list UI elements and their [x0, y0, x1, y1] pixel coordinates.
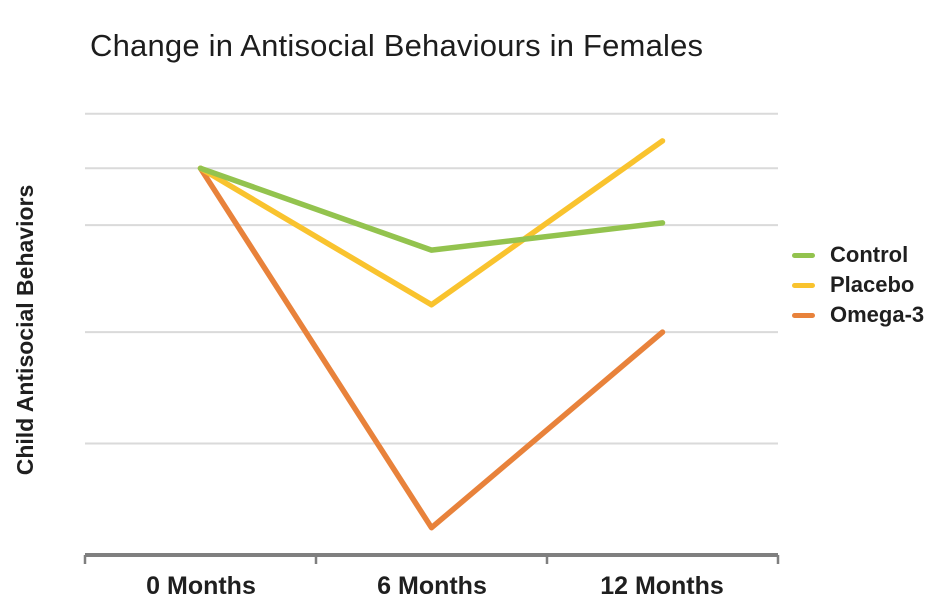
omega-3-line [197, 165, 666, 531]
legend: Control Placebo Omega-3 [792, 240, 924, 330]
legend-swatch-placebo-icon [792, 282, 815, 288]
control-line [197, 165, 666, 253]
legend-item-omega-3: Omega-3 [792, 300, 924, 330]
x-tick-label-12-months: 12 Months [600, 572, 724, 600]
legend-label-omega-3: Omega-3 [830, 302, 925, 327]
legend-label-placebo: Placebo [830, 272, 915, 297]
legend-swatch-omega-3-icon [792, 312, 815, 318]
chart-title: Change in Antisocial Behaviours in Femal… [90, 28, 704, 63]
legend-swatch-control-icon [792, 252, 815, 258]
legend-item-placebo: Placebo [792, 270, 924, 300]
legend-item-control: Control [792, 240, 924, 270]
x-tick-label-0-months: 0 Months [146, 572, 256, 600]
legend-label-control: Control [830, 242, 909, 267]
x-tick-label-6-months: 6 Months [377, 572, 487, 600]
placebo-line [197, 138, 666, 308]
